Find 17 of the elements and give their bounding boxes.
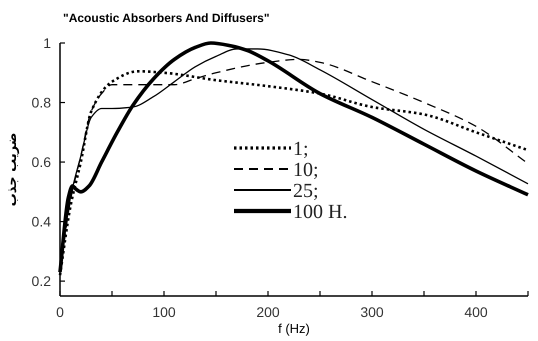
xtick: 400 xyxy=(464,304,488,320)
ytick: 0.4 xyxy=(32,214,51,230)
xtick: 200 xyxy=(256,304,280,320)
ytick: 0.2 xyxy=(32,273,51,290)
xlabel: f (Hz) xyxy=(278,321,310,336)
title: "Acoustic Absorbers And Diffusers" xyxy=(63,11,270,25)
legend-label: 10; xyxy=(293,159,319,181)
xtick: 300 xyxy=(360,304,384,320)
ytick: 1 xyxy=(43,35,51,51)
legend-label: 100 H. xyxy=(293,201,348,223)
ytick: 0.6 xyxy=(32,154,51,170)
xtick: 0 xyxy=(56,304,64,320)
xtick: 100 xyxy=(152,304,176,320)
legend-label: 25; xyxy=(293,180,319,202)
legend-label: 1; xyxy=(293,138,309,160)
ytick: 0.8 xyxy=(32,94,51,111)
ylabel: ضریب جذب xyxy=(5,132,20,206)
